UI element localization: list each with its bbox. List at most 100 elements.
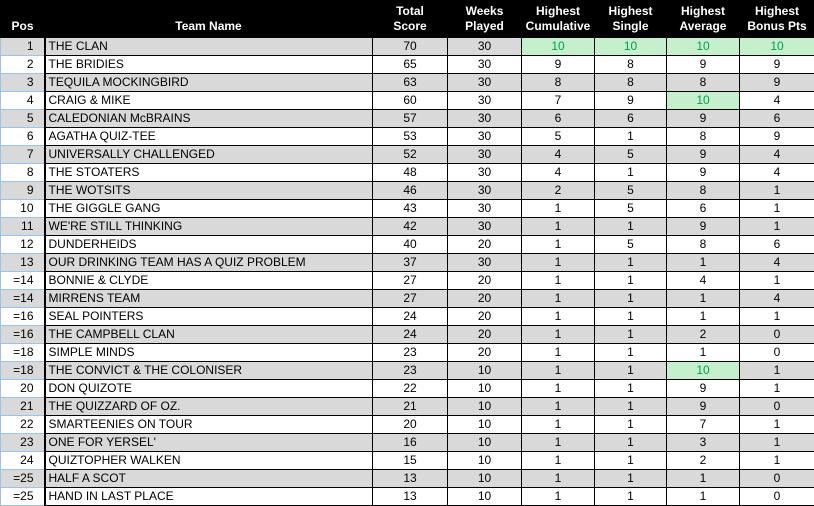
bonus-cell[interactable]: 1 [740, 182, 814, 200]
column-header-weeks[interactable]: Weeks Played [448, 1, 522, 38]
total-cell[interactable]: 37 [373, 254, 448, 272]
team-name-cell[interactable]: DON QUIZOTE [45, 380, 373, 398]
team-name-cell[interactable]: THE GIGGLE GANG [45, 200, 373, 218]
weeks-cell[interactable]: 10 [448, 362, 522, 380]
average-cell[interactable]: 8 [667, 236, 740, 254]
single-cell[interactable]: 1 [595, 362, 667, 380]
pos-cell[interactable]: =18 [1, 344, 45, 362]
total-cell[interactable]: 23 [373, 344, 448, 362]
weeks-cell[interactable]: 20 [448, 290, 522, 308]
team-name-cell[interactable]: BONNIE & CLYDE [45, 272, 373, 290]
total-cell[interactable]: 42 [373, 218, 448, 236]
total-cell[interactable]: 70 [373, 38, 448, 56]
weeks-cell[interactable]: 30 [448, 38, 522, 56]
weeks-cell[interactable]: 20 [448, 326, 522, 344]
bonus-cell[interactable]: 6 [740, 110, 814, 128]
total-cell[interactable]: 15 [373, 452, 448, 470]
weeks-cell[interactable]: 30 [448, 74, 522, 92]
cumulative-cell[interactable]: 1 [522, 416, 595, 434]
single-cell[interactable]: 9 [595, 92, 667, 110]
cumulative-cell[interactable]: 6 [522, 110, 595, 128]
single-cell[interactable]: 1 [595, 128, 667, 146]
cumulative-cell[interactable]: 1 [522, 236, 595, 254]
bonus-cell[interactable]: 4 [740, 164, 814, 182]
cumulative-cell[interactable]: 5 [522, 128, 595, 146]
bonus-cell[interactable]: 0 [740, 344, 814, 362]
pos-cell[interactable]: =16 [1, 326, 45, 344]
single-cell[interactable]: 8 [595, 74, 667, 92]
total-cell[interactable]: 23 [373, 362, 448, 380]
pos-cell[interactable]: =25 [1, 470, 45, 488]
total-cell[interactable]: 13 [373, 470, 448, 488]
weeks-cell[interactable]: 30 [448, 128, 522, 146]
team-name-cell[interactable]: CALEDONIAN McBRAINS [45, 110, 373, 128]
weeks-cell[interactable]: 30 [448, 182, 522, 200]
pos-cell[interactable]: 22 [1, 416, 45, 434]
single-cell[interactable]: 5 [595, 200, 667, 218]
pos-cell[interactable]: 13 [1, 254, 45, 272]
average-cell[interactable]: 4 [667, 272, 740, 290]
single-cell[interactable]: 1 [595, 326, 667, 344]
total-cell[interactable]: 46 [373, 182, 448, 200]
cumulative-cell[interactable]: 8 [522, 74, 595, 92]
weeks-cell[interactable]: 30 [448, 146, 522, 164]
bonus-cell[interactable]: 4 [740, 146, 814, 164]
total-cell[interactable]: 43 [373, 200, 448, 218]
column-header-average[interactable]: Highest Average [667, 1, 740, 38]
column-header-total[interactable]: Total Score [373, 1, 448, 38]
weeks-cell[interactable]: 10 [448, 452, 522, 470]
bonus-cell[interactable]: 0 [740, 488, 814, 506]
team-name-cell[interactable]: AGATHA QUIZ-TEE [45, 128, 373, 146]
pos-cell[interactable]: 20 [1, 380, 45, 398]
pos-cell[interactable]: =25 [1, 488, 45, 506]
single-cell[interactable]: 1 [595, 290, 667, 308]
average-cell[interactable]: 2 [667, 326, 740, 344]
cumulative-cell[interactable]: 1 [522, 470, 595, 488]
total-cell[interactable]: 57 [373, 110, 448, 128]
single-cell[interactable]: 1 [595, 380, 667, 398]
column-header-pos[interactable]: Pos [1, 1, 45, 38]
bonus-cell[interactable]: 1 [740, 380, 814, 398]
bonus-cell[interactable]: 0 [740, 398, 814, 416]
column-header-team[interactable]: Team Name [45, 1, 373, 38]
single-cell[interactable]: 1 [595, 488, 667, 506]
cumulative-cell[interactable]: 1 [522, 344, 595, 362]
team-name-cell[interactable]: THE WOTSITS [45, 182, 373, 200]
single-cell[interactable]: 1 [595, 218, 667, 236]
average-cell[interactable]: 9 [667, 110, 740, 128]
average-cell[interactable]: 1 [667, 344, 740, 362]
single-cell[interactable]: 1 [595, 254, 667, 272]
weeks-cell[interactable]: 20 [448, 344, 522, 362]
average-cell[interactable]: 1 [667, 254, 740, 272]
team-name-cell[interactable]: SEAL POINTERS [45, 308, 373, 326]
cumulative-cell[interactable]: 1 [522, 254, 595, 272]
pos-cell[interactable]: 3 [1, 74, 45, 92]
cumulative-cell[interactable]: 9 [522, 56, 595, 74]
pos-cell[interactable]: 24 [1, 452, 45, 470]
cumulative-cell[interactable]: 1 [522, 326, 595, 344]
weeks-cell[interactable]: 20 [448, 308, 522, 326]
weeks-cell[interactable]: 30 [448, 92, 522, 110]
team-name-cell[interactable]: THE CLAN [45, 38, 373, 56]
team-name-cell[interactable]: THE STOATERS [45, 164, 373, 182]
single-cell[interactable]: 1 [595, 452, 667, 470]
average-cell[interactable]: 2 [667, 452, 740, 470]
bonus-cell[interactable]: 9 [740, 74, 814, 92]
average-cell[interactable]: 9 [667, 164, 740, 182]
team-name-cell[interactable]: THE CAMPBELL CLAN [45, 326, 373, 344]
total-cell[interactable]: 65 [373, 56, 448, 74]
average-cell[interactable]: 6 [667, 200, 740, 218]
single-cell[interactable]: 1 [595, 164, 667, 182]
single-cell[interactable]: 1 [595, 308, 667, 326]
team-name-cell[interactable]: ONE FOR YERSEL' [45, 434, 373, 452]
team-name-cell[interactable]: THE BRIDIES [45, 56, 373, 74]
single-cell[interactable]: 1 [595, 434, 667, 452]
cumulative-cell[interactable]: 1 [522, 290, 595, 308]
total-cell[interactable]: 63 [373, 74, 448, 92]
weeks-cell[interactable]: 10 [448, 416, 522, 434]
cumulative-cell[interactable]: 1 [522, 200, 595, 218]
total-cell[interactable]: 48 [373, 164, 448, 182]
weeks-cell[interactable]: 10 [448, 380, 522, 398]
team-name-cell[interactable]: SMARTEENIES ON TOUR [45, 416, 373, 434]
pos-cell[interactable]: =18 [1, 362, 45, 380]
